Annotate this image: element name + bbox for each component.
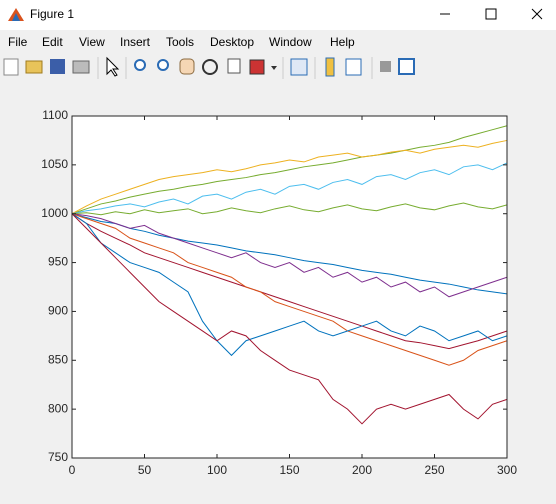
menu-item[interactable]: Window: [269, 35, 312, 49]
x-tick-label: 300: [497, 463, 517, 477]
axes-background: [72, 116, 507, 458]
series-line: [71, 213, 508, 366]
plot: 750 800 850 900 950 1000 1050 1100 0 50 100 150 200 2…: [41, 108, 517, 477]
x-tick-label: 150: [279, 463, 299, 477]
x-tick-label: 100: [207, 463, 227, 477]
y-tick-label: 1000: [41, 206, 68, 220]
series-line: [71, 213, 508, 350]
menu-item[interactable]: File: [8, 35, 28, 49]
y-tick-label: 1050: [41, 157, 68, 171]
app-icon: [8, 8, 24, 21]
series-line: [71, 213, 508, 295]
title-bar: Figure 1: [0, 0, 556, 30]
x-tick-label: 0: [69, 463, 76, 477]
menu-item[interactable]: Insert: [120, 35, 151, 49]
series-line: [71, 162, 508, 215]
y-tick-label: 850: [48, 352, 68, 366]
series-line: [71, 213, 508, 298]
x-tick-label: 200: [352, 463, 372, 477]
menu-item[interactable]: Help: [330, 35, 355, 49]
window-controls[interactable]: [426, 0, 556, 30]
menu-item[interactable]: Tools: [166, 35, 195, 49]
series-line: [71, 125, 508, 215]
x-tick-label: 250: [424, 463, 444, 477]
y-tick-label: 800: [48, 401, 68, 415]
menu-item[interactable]: View: [79, 35, 105, 49]
menu-item[interactable]: Edit: [42, 35, 63, 49]
y-tick-label: 750: [48, 450, 68, 464]
toolbar[interactable]: [0, 54, 556, 84]
y-tick-label: 1100: [42, 108, 68, 122]
series-line: [71, 213, 508, 425]
series-line: [71, 139, 508, 215]
series-line: [71, 202, 508, 216]
y-tick-label: 900: [48, 304, 68, 318]
menu-bar: File Edit View Insert Tools Desktop Window Help: [0, 32, 556, 52]
y-tick-label: 950: [48, 255, 68, 269]
x-tick-label: 50: [138, 463, 152, 477]
menu-item[interactable]: Desktop: [210, 35, 255, 49]
window-title: Figure 1: [30, 7, 75, 21]
series-line: [71, 213, 508, 357]
